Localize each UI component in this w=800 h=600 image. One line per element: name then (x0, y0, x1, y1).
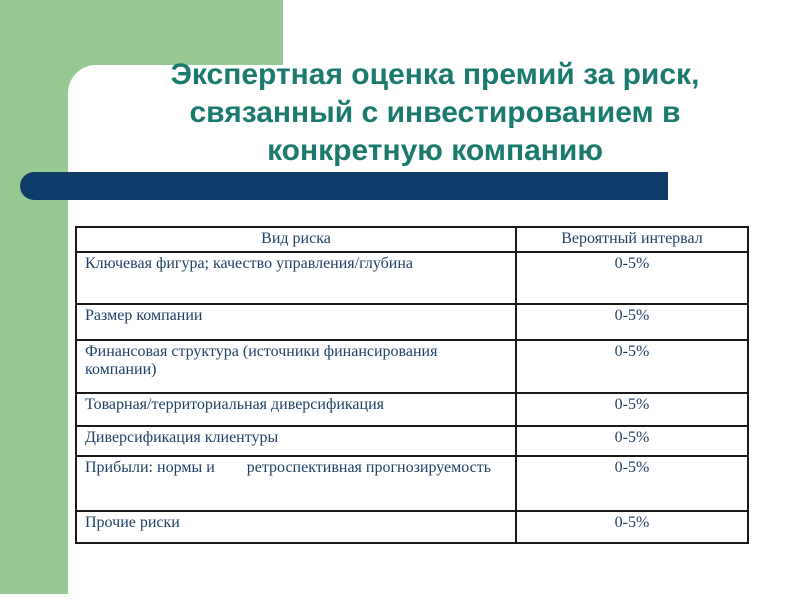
risk-interval: 0-5% (515, 392, 749, 427)
risk-name: Прочие риски (75, 510, 517, 544)
risk-table: Вид риска Вероятный интервал Ключевая фи… (75, 226, 749, 544)
slide-title: Экспертная оценка премий за риск, связан… (80, 56, 790, 170)
table-header-row: Вид риска Вероятный интервал (75, 226, 749, 253)
risk-name: Диверсификация клиентуры (75, 425, 517, 457)
risk-interval: 0-5% (515, 510, 749, 544)
table-row: Финансовая структура (источники финансир… (75, 339, 749, 394)
table-row: Прочие риски 0-5% (75, 510, 749, 544)
risk-name: Прибыли: нормы и ретроспективная прогноз… (75, 455, 517, 512)
probable-interval-header: Вероятный интервал (515, 226, 749, 253)
risk-interval: 0-5% (515, 251, 749, 305)
risk-interval: 0-5% (515, 455, 749, 512)
table-row: Прибыли: нормы и ретроспективная прогноз… (75, 455, 749, 512)
risk-name: Товарная/территориальная диверсификация (75, 392, 517, 427)
table-row: Размер компании 0-5% (75, 303, 749, 341)
divider-bar (20, 172, 668, 200)
slide-title-line: связанный с инвестированием в (189, 96, 681, 129)
risk-name: Размер компании (75, 303, 517, 341)
risk-interval: 0-5% (515, 339, 749, 394)
risk-interval: 0-5% (515, 425, 749, 457)
slide-title-line: конкретную компанию (267, 134, 603, 167)
risk-name: Ключевая фигура; качество управления/глу… (75, 251, 517, 305)
table-row: Ключевая фигура; качество управления/глу… (75, 251, 749, 305)
table-row: Товарная/территориальная диверсификация … (75, 392, 749, 427)
risk-interval: 0-5% (515, 303, 749, 341)
risk-type-header: Вид риска (75, 226, 517, 253)
risk-name: Финансовая структура (источники финансир… (75, 339, 517, 394)
slide-title-line: Экспертная оценка премий за риск, (170, 58, 700, 91)
table-row: Диверсификация клиентуры 0-5% (75, 425, 749, 457)
